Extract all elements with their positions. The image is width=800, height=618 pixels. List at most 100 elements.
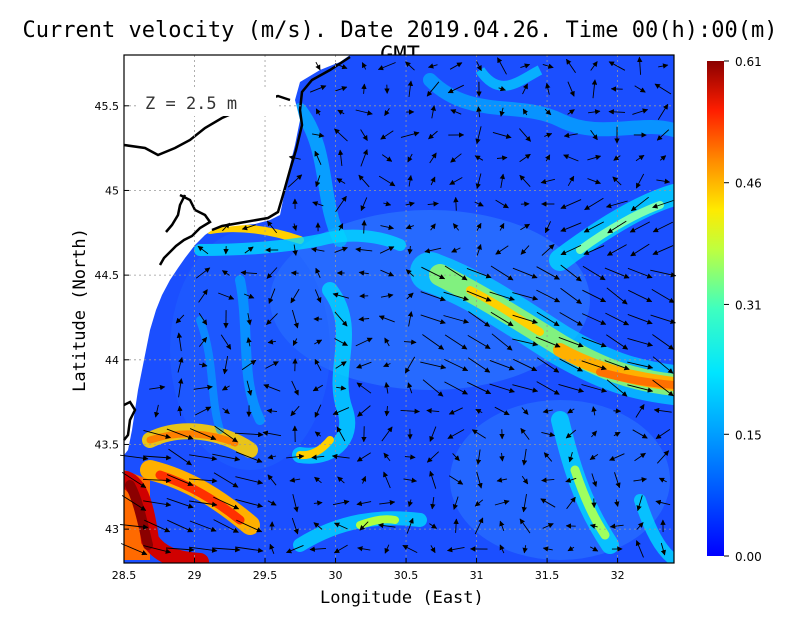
velocity-arrow bbox=[490, 311, 514, 327]
velocity-arrow bbox=[565, 477, 577, 483]
velocity-arrow bbox=[292, 338, 298, 346]
plot-frame bbox=[123, 54, 675, 564]
velocity-arrow bbox=[189, 546, 218, 553]
velocity-arrow bbox=[430, 105, 436, 119]
velocity-arrow bbox=[614, 472, 621, 489]
velocity-arrow bbox=[379, 246, 395, 254]
velocity-arrow bbox=[379, 499, 396, 506]
velocity-arrow bbox=[632, 108, 649, 115]
velocity-arrow bbox=[406, 517, 414, 534]
velocity-arrow bbox=[288, 155, 301, 161]
velocity-arrow bbox=[334, 522, 348, 530]
velocity-arrow bbox=[378, 522, 396, 529]
velocity-arrow bbox=[587, 154, 602, 161]
velocity-arrow bbox=[177, 405, 183, 416]
velocity-arrow bbox=[652, 379, 674, 397]
velocity-arrow bbox=[246, 337, 252, 347]
velocity-arrow bbox=[403, 339, 417, 345]
velocity-arrow bbox=[267, 339, 276, 345]
velocity-arrow bbox=[357, 546, 371, 552]
velocity-arrow bbox=[194, 406, 212, 416]
velocity-arrow bbox=[541, 477, 555, 483]
velocity-arrow bbox=[355, 109, 373, 116]
velocity-arrow bbox=[589, 454, 599, 460]
velocity-arrow bbox=[452, 223, 460, 231]
velocity-arrow bbox=[447, 84, 464, 94]
velocity-arrow bbox=[405, 269, 415, 277]
velocity-arrow bbox=[519, 128, 531, 142]
velocity-arrow bbox=[635, 173, 645, 189]
velocity-arrow bbox=[499, 173, 506, 188]
velocity-arrow bbox=[652, 200, 674, 209]
velocity-arrow bbox=[361, 219, 367, 234]
velocity-arrow bbox=[356, 382, 372, 394]
velocity-arrow bbox=[166, 474, 194, 487]
velocity-arrow bbox=[499, 107, 505, 117]
velocity-arrow bbox=[383, 201, 392, 207]
velocity-arrow bbox=[605, 312, 630, 326]
velocity-arrow bbox=[355, 246, 373, 253]
velocity-arrow bbox=[430, 497, 436, 510]
velocity-arrow bbox=[407, 499, 413, 508]
velocity-arrow bbox=[542, 63, 554, 69]
colorbar-tick-label: 0.61 bbox=[735, 55, 762, 69]
velocity-arrow bbox=[267, 454, 277, 460]
velocity-arrow bbox=[331, 453, 350, 460]
velocity-arrow bbox=[142, 477, 172, 484]
velocity-arrow bbox=[627, 361, 654, 370]
velocity-arrow bbox=[652, 356, 674, 374]
velocity-arrow bbox=[468, 311, 491, 327]
velocity-arrow bbox=[360, 197, 368, 212]
velocity-arrow bbox=[583, 245, 605, 255]
velocity-arrow bbox=[512, 267, 538, 279]
velocity-arrow bbox=[474, 201, 484, 207]
velocity-arrow bbox=[652, 245, 674, 255]
velocity-arrows bbox=[120, 56, 677, 558]
velocity-arrow bbox=[655, 499, 671, 506]
velocity-arrow bbox=[332, 292, 350, 299]
velocity-arrow bbox=[384, 337, 390, 347]
velocity-arrow bbox=[189, 428, 217, 441]
velocity-arrow bbox=[166, 497, 194, 509]
velocity-arrow bbox=[380, 130, 394, 140]
velocity-arrow bbox=[246, 380, 253, 396]
velocity-arrow bbox=[315, 108, 321, 116]
velocity-arrow bbox=[335, 86, 348, 92]
velocity-arrow bbox=[471, 429, 486, 439]
velocity-arrow bbox=[543, 452, 553, 462]
velocity-arrow bbox=[314, 150, 322, 165]
velocity-arrow bbox=[443, 291, 469, 301]
velocity-arrow bbox=[120, 454, 149, 461]
velocity-arrow bbox=[522, 108, 529, 116]
velocity-arrow bbox=[166, 428, 194, 440]
velocity-arrow bbox=[545, 82, 551, 95]
velocity-arrow bbox=[536, 289, 561, 303]
velocity-arrow bbox=[560, 222, 582, 232]
velocity-arrow bbox=[430, 223, 436, 231]
y-tick-label: 43 bbox=[105, 523, 119, 536]
velocity-arrow bbox=[149, 384, 166, 391]
velocity-arrow bbox=[268, 288, 276, 304]
velocity-arrow bbox=[335, 195, 347, 212]
velocity-arrow bbox=[381, 426, 393, 442]
velocity-arrow bbox=[266, 220, 278, 234]
velocity-arrow bbox=[659, 155, 667, 161]
velocity-arrow bbox=[407, 80, 414, 98]
y-tick-label: 44.5 bbox=[95, 269, 120, 282]
velocity-arrow bbox=[361, 475, 367, 484]
velocity-arrow bbox=[492, 131, 512, 139]
velocity-arrow bbox=[234, 431, 264, 438]
velocity-arrow bbox=[356, 361, 372, 369]
y-tick-label: 45 bbox=[105, 184, 119, 197]
velocity-arrow bbox=[658, 63, 669, 69]
velocity-arrow bbox=[334, 63, 348, 70]
velocity-arrow bbox=[336, 385, 347, 391]
velocity-arrow bbox=[449, 62, 463, 70]
velocity-arrow bbox=[235, 451, 263, 463]
velocity-arrow bbox=[452, 496, 459, 510]
velocity-arrow bbox=[176, 332, 183, 352]
velocity-arrow bbox=[384, 406, 390, 417]
velocity-arrow bbox=[558, 336, 584, 348]
colorbar bbox=[707, 61, 724, 556]
velocity-arrow bbox=[444, 381, 468, 395]
